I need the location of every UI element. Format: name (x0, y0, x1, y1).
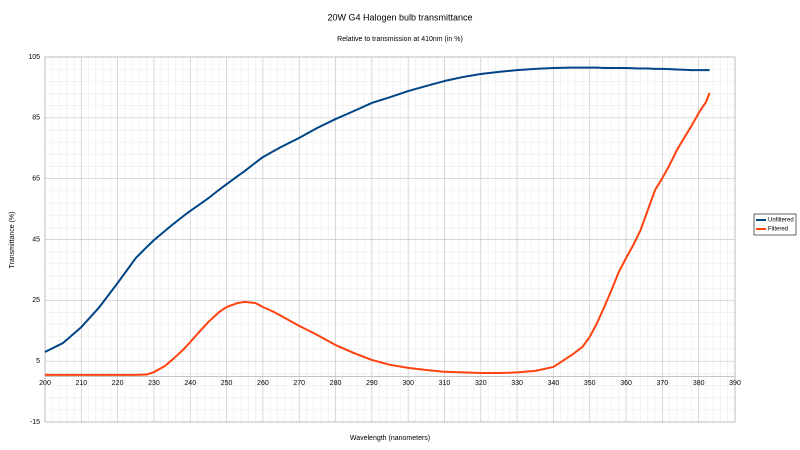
y-tick-label: 25 (32, 297, 40, 304)
x-tick-label: 310 (439, 380, 451, 387)
chart-subtitle: Relative to transmission at 410nm (in %) (337, 36, 463, 43)
x-tick-label: 230 (148, 380, 160, 387)
x-tick-label: 240 (184, 380, 196, 387)
x-tick-label: 250 (221, 380, 233, 387)
x-tick-label: 210 (75, 380, 87, 387)
x-tick-label: 330 (511, 380, 523, 387)
data-line (45, 92, 711, 376)
y-tick-label: 5 (36, 358, 40, 365)
y-tick-label: 65 (32, 176, 40, 183)
x-tick-label: 220 (112, 380, 124, 387)
grid (44, 56, 736, 423)
x-tick-label: 360 (620, 380, 632, 387)
legend-label: Filtered (768, 227, 788, 233)
chart-title: 20W G4 Halogen bulb transmittance (327, 12, 472, 22)
legend-label: Unfiltered (768, 218, 794, 224)
y-axis-label: Transmittance (%) (9, 212, 16, 269)
x-tick-label: 340 (548, 380, 560, 387)
plot-frame (44, 56, 736, 423)
x-tick-label: 370 (657, 380, 669, 387)
y-tick-label: 105 (28, 54, 40, 61)
x-tick-label: 270 (293, 380, 305, 387)
x-axis-label: Wavelength (nanometers) (350, 435, 430, 442)
x-tick-label: 320 (475, 380, 487, 387)
x-tick-label: 350 (584, 380, 596, 387)
x-tick-label: 290 (366, 380, 378, 387)
x-tick-label: 280 (330, 380, 342, 387)
data-line (44, 66, 710, 353)
x-tick-label: 380 (693, 380, 705, 387)
y-tick-label: -15 (30, 419, 40, 426)
y-tick-label: 45 (32, 236, 40, 243)
x-tick-label: 300 (402, 380, 414, 387)
y-tick-label: 85 (32, 115, 40, 122)
x-tick-label: 260 (257, 380, 269, 387)
